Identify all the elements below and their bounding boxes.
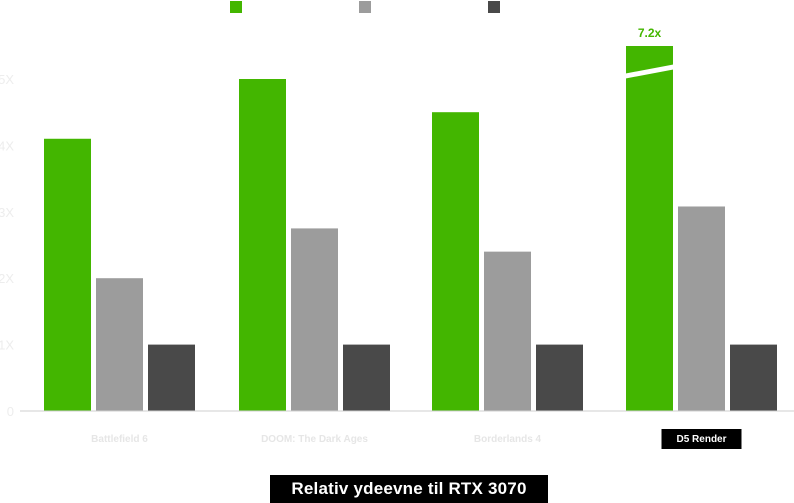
bar xyxy=(148,344,195,411)
bar xyxy=(96,278,143,411)
y-tick-label: 4X xyxy=(0,138,14,153)
bar xyxy=(484,251,531,411)
category-label: Borderlands 4 xyxy=(474,434,542,445)
category-label: Battlefield 6 xyxy=(91,434,148,445)
bar xyxy=(678,206,725,411)
category-label: DOOM: The Dark Ages xyxy=(261,434,368,445)
legend-swatch xyxy=(359,1,371,13)
y-tick-label: 0 xyxy=(7,404,14,419)
axis-break-mark xyxy=(623,64,676,79)
y-tick-label: 3X xyxy=(0,205,14,220)
bar-value-annotation: 7.2x xyxy=(638,26,662,40)
bar xyxy=(730,344,777,411)
bar xyxy=(239,79,286,411)
bar xyxy=(432,112,479,411)
legend-swatch xyxy=(230,1,242,13)
category-label-text: Borderlands 4 xyxy=(474,434,542,445)
bar xyxy=(343,344,390,411)
y-tick-label: 2X xyxy=(0,271,14,286)
category-label-text: DOOM: The Dark Ages xyxy=(261,434,368,445)
category-label-text: Battlefield 6 xyxy=(91,434,148,445)
bar xyxy=(44,138,91,411)
y-tick-label: 1X xyxy=(0,338,14,353)
category-label-text: D5 Render xyxy=(676,434,726,445)
category-labels: Battlefield 6 DOOM: The Dark Ages Borderla… xyxy=(91,429,742,449)
category-label: D5 Render xyxy=(661,429,742,449)
bar xyxy=(291,228,338,411)
y-axis-ticks: 0 1X 2X 3X 4X 5X xyxy=(0,72,14,419)
legend-swatch xyxy=(488,1,500,13)
x-axis-title: Relativ ydeevne til RTX 3070 xyxy=(270,475,548,503)
legend xyxy=(230,1,500,13)
y-tick-label: 5X xyxy=(0,72,14,87)
category-highlight-box xyxy=(661,429,742,449)
bars: 7.2x xyxy=(44,26,777,411)
bar xyxy=(536,344,583,411)
bar xyxy=(626,46,673,411)
